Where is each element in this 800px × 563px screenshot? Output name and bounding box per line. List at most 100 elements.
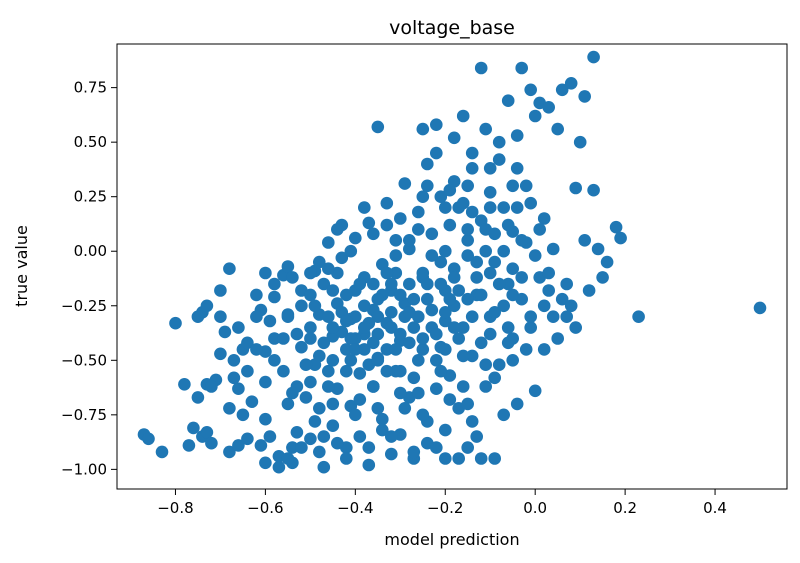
x-axis-label: model prediction [384,530,519,549]
data-point [304,266,317,280]
data-point [497,244,511,258]
data-point [501,218,515,232]
data-point [223,445,236,459]
data-point [304,375,317,389]
data-point [546,242,560,256]
x-tick-label: −0.2 [427,499,463,517]
data-point [461,234,475,247]
data-point [290,327,304,341]
data-point [313,255,326,269]
data-point [326,321,340,334]
data-point [380,266,394,280]
data-point [492,358,506,372]
data-point [497,299,511,313]
data-point [470,430,484,443]
data-point [358,321,371,334]
data-point [263,430,277,443]
data-point [461,441,475,454]
x-tick-label: 0.4 [703,499,727,517]
data-point [268,354,281,367]
data-point [349,231,362,245]
y-tick-label: 0.50 [74,133,107,151]
data-point [169,316,182,330]
data-point [416,332,430,345]
data-point [358,201,371,214]
data-point [331,223,344,236]
data-point [600,255,614,269]
data-point [412,354,425,367]
data-point [416,122,430,136]
data-point [227,371,241,385]
data-point [416,266,430,280]
data-point [488,255,502,269]
data-point [551,122,564,136]
data-point [389,266,403,280]
y-tick-label: −0.25 [61,297,107,315]
data-point [474,288,488,302]
data-point [259,266,272,280]
data-point [501,94,515,107]
data-point [191,310,205,324]
data-point [564,299,578,313]
data-point [223,402,236,415]
data-point [456,321,470,334]
data-point [394,288,407,302]
data-point [537,212,551,225]
data-point [142,432,155,446]
data-point [430,382,443,396]
data-point [510,201,524,214]
data-point [524,321,537,334]
data-point [439,452,452,465]
data-point [483,266,497,280]
data-point [299,391,313,404]
data-point [398,177,412,190]
data-point [528,109,542,123]
data-point [542,284,555,297]
y-tick-label: 0.00 [74,242,107,260]
data-point [510,397,524,411]
data-point [205,436,218,450]
data-point [322,262,335,276]
data-point [389,249,403,262]
data-point [313,445,326,459]
data-point [286,441,299,454]
data-point [232,439,245,452]
data-point [236,408,250,422]
data-point [367,380,380,393]
data-point [268,332,281,345]
data-point [421,179,434,193]
data-point [447,321,461,334]
data-point [465,162,479,175]
data-point [317,460,331,474]
data-point [425,249,439,262]
data-point [322,380,335,393]
data-point [569,181,582,195]
data-point [479,244,493,258]
data-point [331,436,344,450]
data-point [582,284,596,297]
data-point [250,288,263,302]
data-point [371,292,385,306]
data-point [515,61,528,75]
data-point [434,277,448,291]
data-point [340,452,353,465]
data-point [335,251,349,265]
y-tick-label: −0.75 [61,406,107,424]
data-point [447,262,461,276]
data-point [439,314,452,328]
data-point [461,292,475,306]
data-point [533,223,546,236]
data-point [295,340,308,354]
data-point [241,336,254,350]
data-point [403,277,416,291]
data-point [528,384,542,398]
data-point [515,271,528,284]
data-point [551,332,564,345]
data-point [281,452,295,465]
data-point [492,135,506,149]
data-point [290,426,304,439]
data-point [587,50,600,64]
data-point [317,277,331,291]
data-point [344,332,358,345]
